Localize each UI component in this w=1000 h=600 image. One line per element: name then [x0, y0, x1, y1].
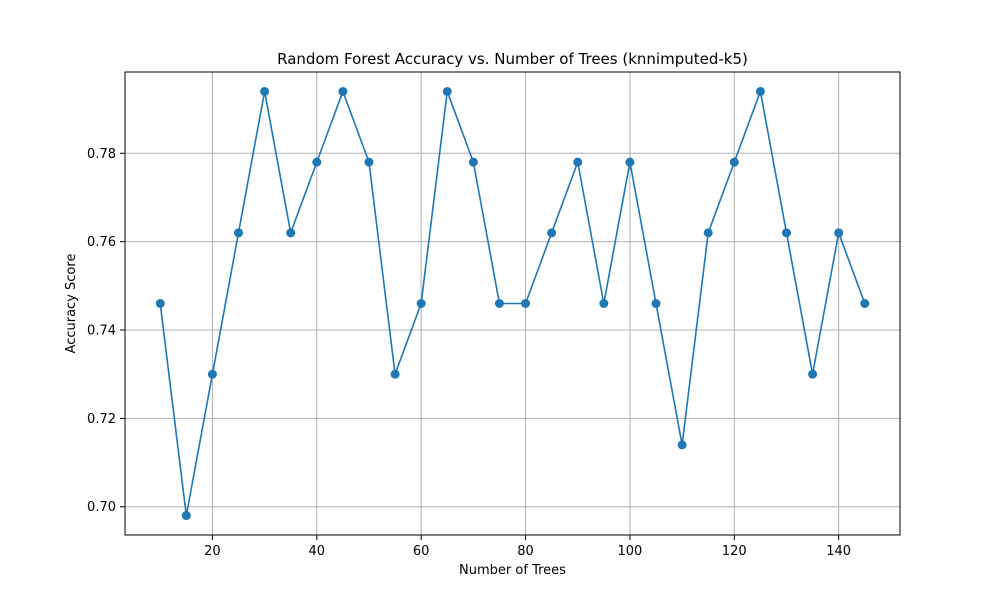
- x-tick-label: 60: [413, 544, 430, 559]
- y-tick-label: 0.70: [87, 500, 116, 515]
- data-point: [781, 228, 791, 238]
- x-axis-label: Number of Trees: [459, 563, 566, 578]
- x-tick-label: 40: [309, 544, 326, 559]
- x-tick-label: 140: [826, 544, 851, 559]
- y-tick-label: 0.76: [87, 235, 116, 250]
- series-line: [159, 90, 866, 517]
- y-tick-label: 0.74: [87, 324, 116, 339]
- data-point: [573, 157, 583, 167]
- chart-title: Random Forest Accuracy vs. Number of Tre…: [277, 50, 748, 68]
- data-point: [338, 86, 348, 96]
- data-point: [651, 299, 661, 308]
- data-point: [703, 228, 713, 238]
- data-point: [234, 228, 244, 238]
- x-tick-label: 120: [722, 544, 747, 559]
- data-point: [834, 228, 844, 238]
- data-point: [860, 299, 870, 308]
- data-point: [312, 157, 322, 167]
- x-tick-label: 80: [517, 544, 534, 559]
- data-point: [677, 440, 687, 450]
- data-point: [181, 511, 191, 521]
- grid: [125, 72, 900, 535]
- data-point: [547, 228, 557, 238]
- axis-ticks: 20 40 60 80 100 120 140 0.70 0.72 0.74 0.76 0.78: [87, 147, 851, 559]
- data-point: [625, 157, 635, 167]
- data-point: [260, 86, 270, 96]
- data-point: [155, 299, 165, 308]
- series-layer: [155, 86, 870, 521]
- data-point: [468, 157, 478, 167]
- data-point: [808, 369, 818, 379]
- data-point: [207, 369, 217, 379]
- x-tick-label: 100: [618, 544, 643, 559]
- data-point: [390, 369, 400, 379]
- data-point: [755, 86, 765, 96]
- data-point: [729, 157, 739, 167]
- data-point: [599, 299, 609, 308]
- data-point: [494, 299, 504, 308]
- data-point: [521, 299, 531, 308]
- data-point: [442, 86, 452, 96]
- y-axis-label: Accuracy Score: [64, 254, 79, 354]
- x-tick-label: 20: [204, 544, 221, 559]
- data-point: [286, 228, 296, 238]
- y-tick-label: 0.72: [87, 412, 116, 427]
- y-tick-label: 0.78: [87, 147, 116, 162]
- data-point: [364, 157, 374, 167]
- data-point: [416, 299, 426, 308]
- plot-frame: [124, 71, 901, 536]
